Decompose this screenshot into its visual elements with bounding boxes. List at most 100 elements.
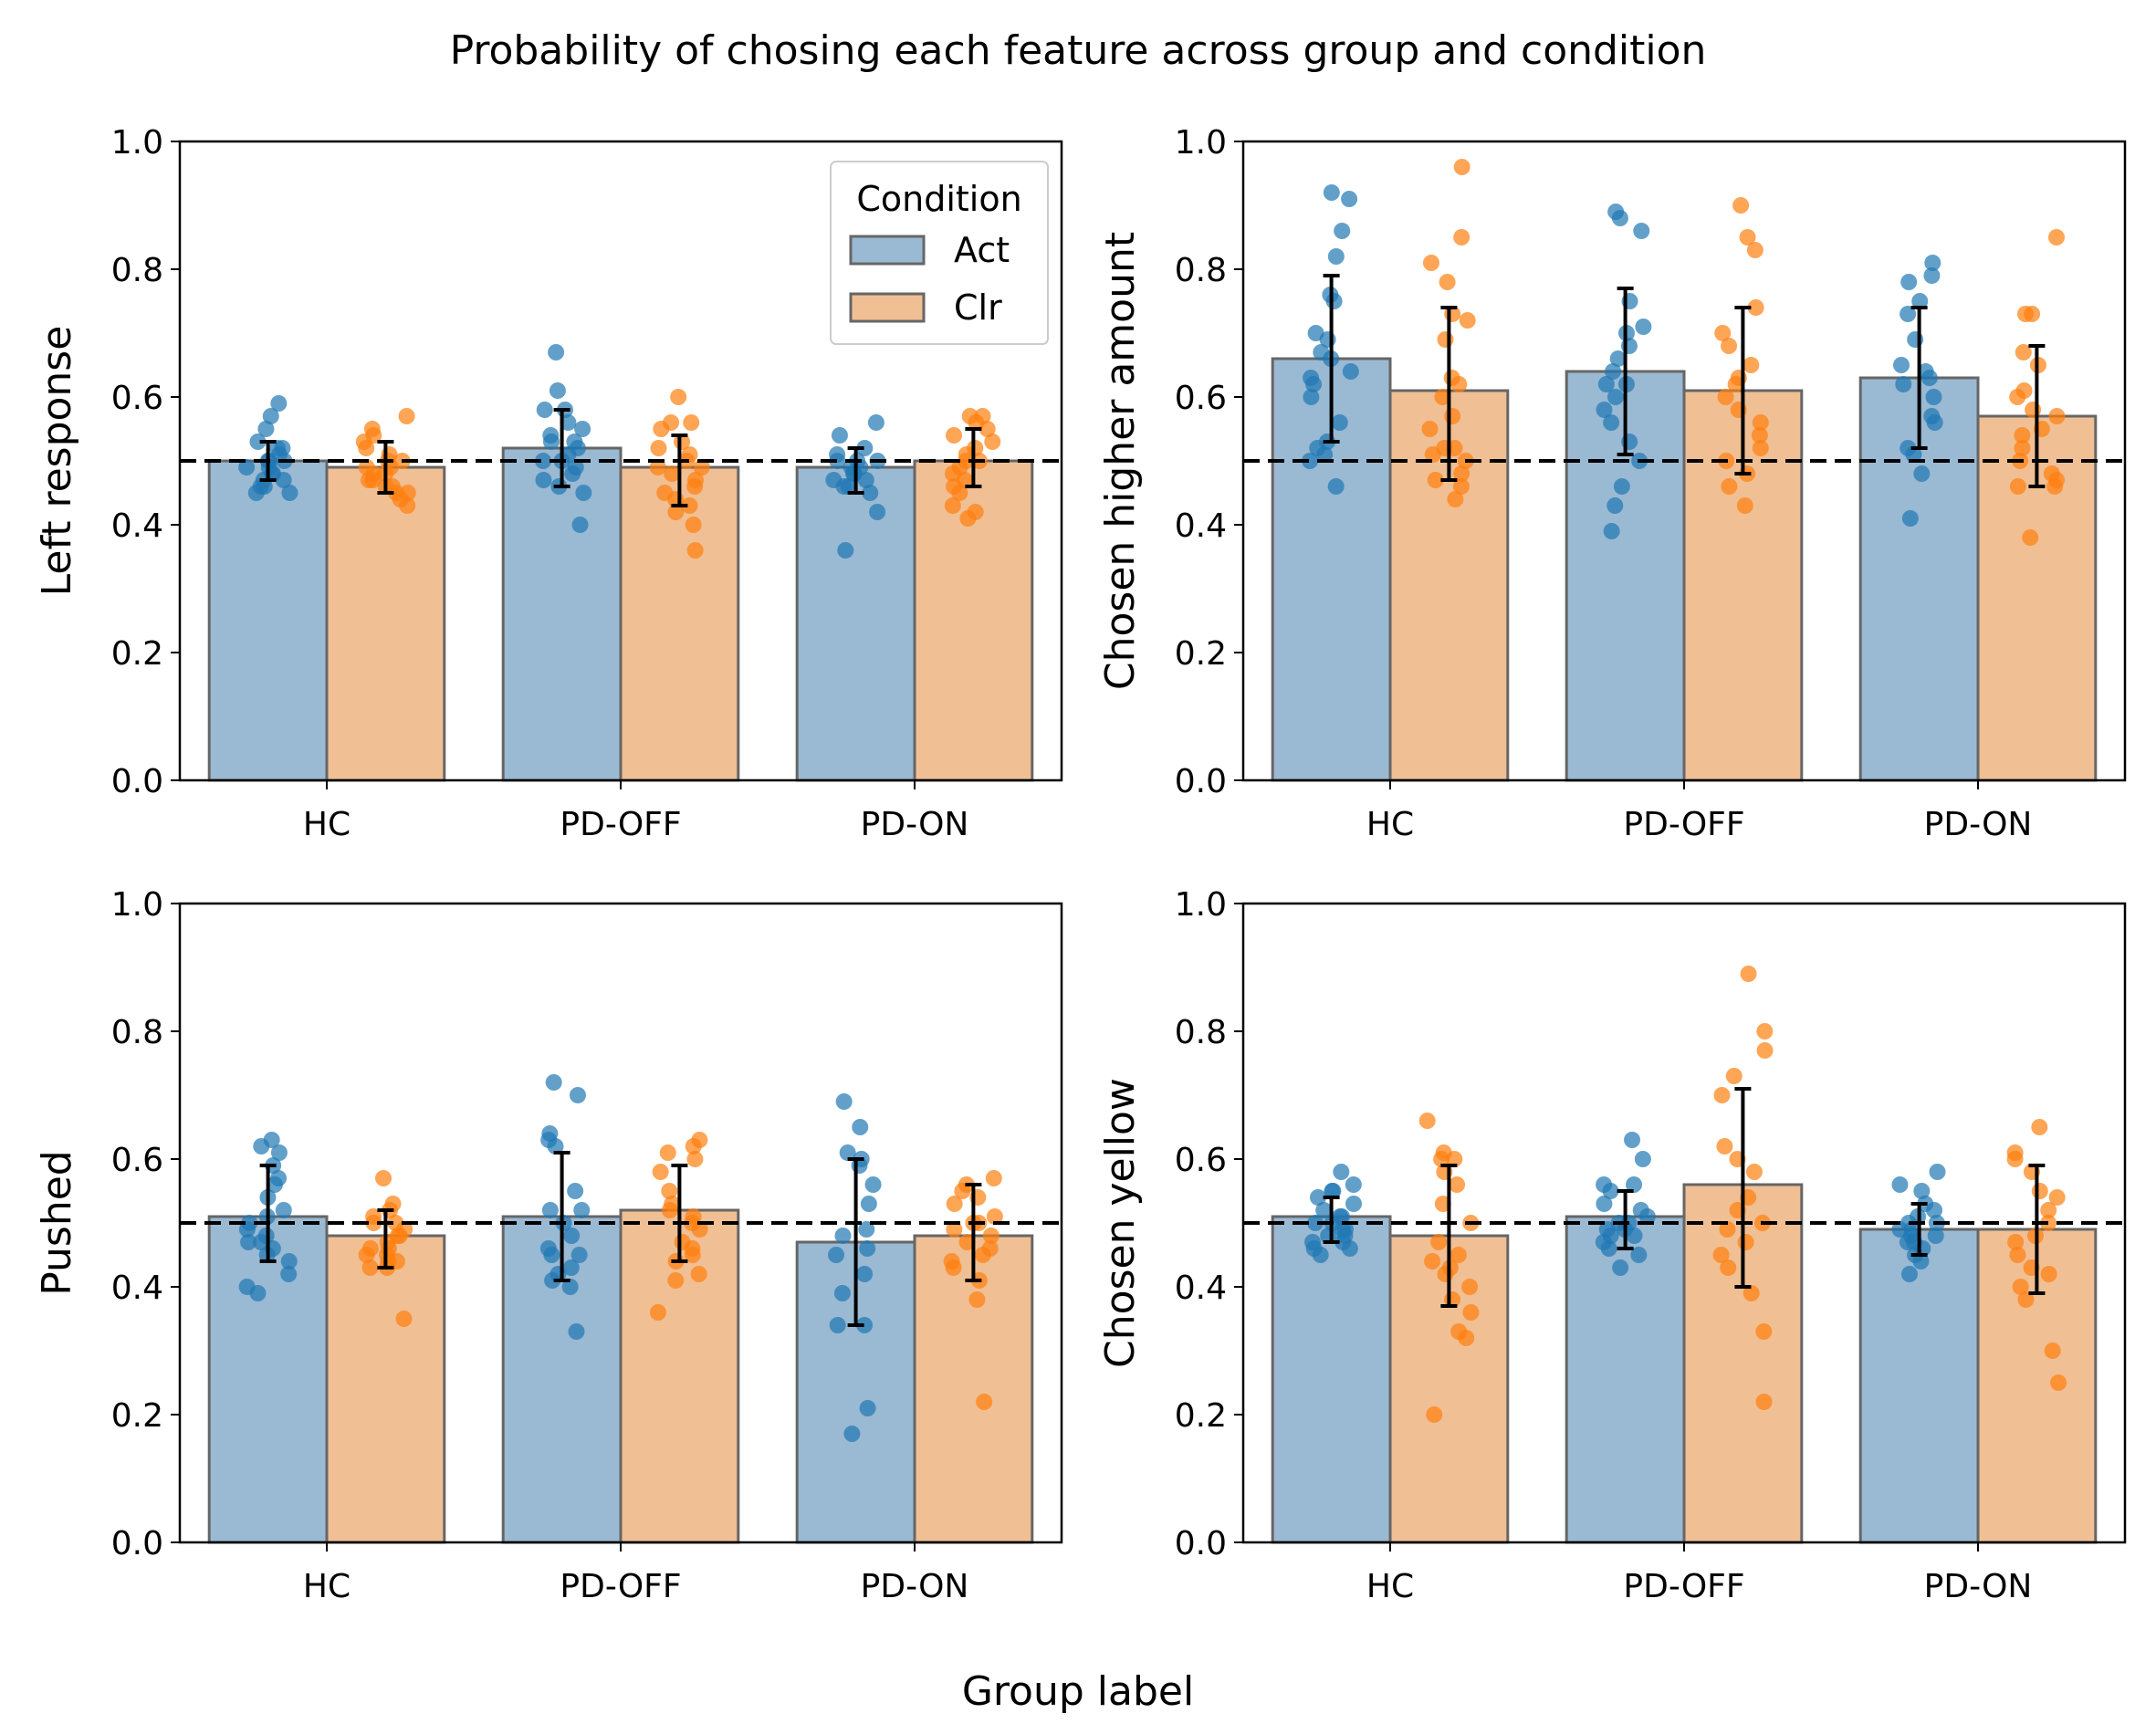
data-point-clr: [1430, 1234, 1448, 1250]
data-point-clr: [1756, 1042, 1774, 1059]
data-point-act: [831, 427, 848, 444]
data-point-clr: [959, 510, 977, 527]
data-point-act: [571, 517, 589, 533]
data-point-clr: [693, 459, 710, 475]
data-point-clr: [1746, 242, 1764, 258]
y-tick-label: 0.6: [1175, 1142, 1227, 1179]
data-point-act: [1635, 319, 1652, 335]
figure-xlabel: Group label: [962, 1668, 1194, 1715]
data-point-clr: [1717, 389, 1734, 405]
data-point-act: [1607, 497, 1624, 514]
data-point-act: [535, 472, 552, 488]
data-point-clr: [1437, 1266, 1454, 1282]
data-point-act: [843, 1426, 861, 1442]
data-point-clr: [2040, 1266, 2057, 1282]
data-point-act: [1331, 414, 1348, 431]
data-point-act: [1325, 293, 1343, 309]
data-point-act: [1603, 414, 1620, 431]
data-point-act: [560, 414, 577, 431]
data-point-act: [541, 1202, 559, 1218]
data-point-clr: [2044, 1343, 2061, 1359]
data-point-clr: [1716, 1138, 1733, 1155]
y-tick-label: 0.4: [1175, 1269, 1227, 1307]
data-point-act: [1341, 191, 1358, 207]
data-point-clr: [364, 472, 382, 488]
data-point-act: [567, 1183, 584, 1199]
data-point-clr: [2012, 1279, 2029, 1295]
data-point-act: [574, 421, 591, 437]
x-tick-label: PD-OFF: [1623, 1568, 1744, 1605]
axes-frame: [178, 902, 1063, 1544]
data-point-act: [1312, 1247, 1329, 1263]
data-point-clr: [2007, 1234, 2025, 1250]
data-point-act: [1900, 306, 1917, 322]
data-point-act: [564, 465, 581, 482]
x-tick-label: HC: [1366, 1568, 1414, 1605]
data-point-clr: [986, 1208, 1003, 1225]
data-point-act: [1929, 1164, 1946, 1180]
data-point-clr: [398, 408, 415, 424]
data-point-act: [869, 504, 886, 520]
data-point-act: [829, 453, 846, 469]
data-point-clr: [979, 421, 996, 437]
data-point-clr: [1452, 478, 1470, 495]
data-point-clr: [650, 440, 667, 456]
data-point-act: [1324, 1183, 1341, 1199]
axes-frame: [178, 140, 1063, 782]
data-point-clr: [985, 1170, 1002, 1186]
data-point-clr: [649, 459, 666, 475]
data-point-clr: [2040, 1202, 2057, 1218]
data-point-clr: [2031, 1119, 2048, 1135]
data-point-clr: [685, 517, 702, 533]
y-tick-label: 0.2: [1175, 635, 1227, 673]
data-point-clr: [681, 497, 698, 514]
data-point-act: [835, 478, 853, 495]
legend-label-clr: Clr: [954, 287, 1002, 328]
data-point-act: [549, 382, 566, 399]
data-point-clr: [1743, 357, 1760, 373]
bar-clr: [325, 465, 446, 782]
y-tick-label: 0.0: [111, 763, 163, 800]
data-point-clr: [1427, 472, 1444, 488]
data-point-act: [1310, 1189, 1327, 1206]
data-point-clr: [1752, 440, 1769, 456]
data-point-act: [1302, 453, 1319, 469]
data-point-clr: [1461, 1279, 1479, 1295]
bar-act: [1271, 1215, 1392, 1544]
data-point-clr: [1719, 1221, 1736, 1238]
data-point-act: [1303, 389, 1320, 405]
data-point-act: [270, 1144, 288, 1161]
data-point-clr: [1714, 325, 1732, 341]
data-point-clr: [1732, 197, 1750, 214]
data-point-act: [1633, 223, 1650, 239]
data-point-act: [1315, 1202, 1333, 1218]
figure-title: Probability of chosing each feature acro…: [450, 27, 1707, 74]
data-point-act: [1305, 376, 1323, 392]
data-point-act: [547, 1138, 564, 1155]
data-point-clr: [686, 542, 704, 559]
data-point-act: [1895, 376, 1912, 392]
data-point-act: [257, 421, 275, 437]
y-tick-label: 0.8: [1175, 1014, 1227, 1051]
data-point-clr: [2009, 1247, 2026, 1263]
data-point-clr: [2048, 1189, 2066, 1206]
data-point-clr: [1712, 1247, 1730, 1263]
data-point-act: [1605, 363, 1622, 380]
data-point-clr: [1725, 1068, 1743, 1084]
y-axis-label-pushed: Pushed: [34, 1150, 80, 1295]
data-point-clr: [1450, 376, 1468, 392]
y-tick-label: 1.0: [1175, 886, 1227, 924]
data-point-clr: [1737, 1234, 1754, 1250]
y-tick-label: 0.6: [111, 380, 163, 417]
data-point-clr: [661, 1183, 678, 1199]
legend-swatch-act: [849, 235, 926, 266]
data-point-clr: [686, 478, 704, 495]
data-point-act: [856, 1266, 874, 1282]
data-point-act: [1342, 363, 1359, 380]
x-tick-label: HC: [303, 1568, 351, 1605]
data-point-clr: [358, 440, 375, 456]
data-point-act: [561, 1279, 579, 1295]
data-point-clr: [1740, 966, 1757, 982]
panel-left-response: 0.0 0.2 0.4 0.6 0.8 1.0 HC PD-OFF PD-ON Left resp…: [34, 124, 1063, 843]
